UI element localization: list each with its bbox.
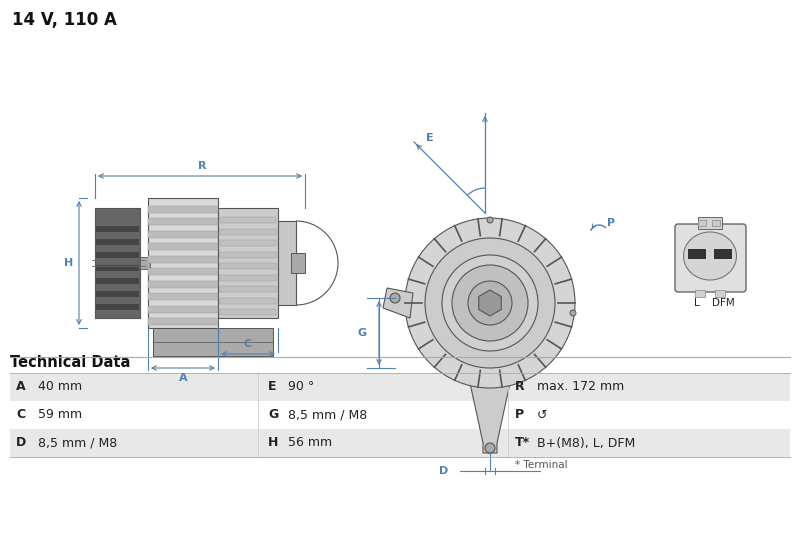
Text: 90 °: 90 ° bbox=[288, 381, 314, 393]
Text: A: A bbox=[16, 381, 26, 393]
Bar bbox=[148, 255, 218, 262]
Bar bbox=[220, 286, 276, 292]
Bar bbox=[10, 373, 790, 401]
Bar bbox=[153, 328, 273, 356]
Text: 8,5 mm / M8: 8,5 mm / M8 bbox=[38, 437, 118, 449]
Bar bbox=[140, 257, 150, 269]
Bar bbox=[220, 263, 276, 269]
Bar bbox=[698, 217, 722, 229]
Text: R: R bbox=[515, 381, 525, 393]
Bar bbox=[698, 220, 706, 226]
Bar bbox=[220, 274, 276, 280]
Text: P: P bbox=[607, 218, 615, 228]
Text: Technical Data: Technical Data bbox=[10, 355, 130, 370]
Bar bbox=[148, 218, 218, 225]
Circle shape bbox=[442, 255, 538, 351]
Polygon shape bbox=[478, 290, 502, 316]
Text: P: P bbox=[515, 408, 524, 422]
Circle shape bbox=[452, 265, 528, 341]
Bar bbox=[220, 252, 276, 257]
Text: ↺: ↺ bbox=[537, 408, 547, 422]
Bar bbox=[10, 401, 790, 429]
Bar bbox=[148, 198, 218, 328]
Text: DFM: DFM bbox=[712, 298, 734, 308]
Text: C: C bbox=[244, 339, 252, 349]
Text: G: G bbox=[358, 328, 367, 338]
Bar bbox=[220, 217, 276, 223]
Text: D: D bbox=[16, 437, 26, 449]
Circle shape bbox=[468, 281, 512, 325]
Bar bbox=[695, 290, 705, 297]
Bar bbox=[95, 208, 140, 318]
Polygon shape bbox=[470, 383, 510, 453]
Text: 56 mm: 56 mm bbox=[288, 437, 332, 449]
Circle shape bbox=[487, 217, 493, 223]
Circle shape bbox=[570, 310, 576, 316]
Text: C: C bbox=[16, 408, 25, 422]
Bar bbox=[96, 304, 139, 310]
Bar bbox=[148, 293, 218, 300]
Polygon shape bbox=[383, 288, 413, 318]
Bar bbox=[218, 208, 278, 318]
Bar bbox=[220, 229, 276, 235]
Text: T*: T* bbox=[515, 437, 530, 449]
Bar bbox=[96, 239, 139, 245]
Bar bbox=[715, 290, 725, 297]
Text: A: A bbox=[178, 373, 187, 383]
Text: 8,5 mm / M8: 8,5 mm / M8 bbox=[288, 408, 367, 422]
Bar bbox=[148, 206, 218, 213]
Text: 59 mm: 59 mm bbox=[38, 408, 82, 422]
Bar bbox=[291, 253, 305, 273]
Text: 40 mm: 40 mm bbox=[38, 381, 82, 393]
Bar bbox=[148, 230, 218, 238]
Text: L: L bbox=[694, 298, 700, 308]
Bar bbox=[148, 268, 218, 275]
Text: H: H bbox=[64, 258, 74, 268]
Text: R: R bbox=[198, 161, 206, 171]
Bar bbox=[148, 305, 218, 312]
Text: E: E bbox=[268, 381, 277, 393]
Ellipse shape bbox=[683, 232, 737, 280]
Text: B+(M8), L, DFM: B+(M8), L, DFM bbox=[537, 437, 635, 449]
Circle shape bbox=[390, 293, 400, 303]
Text: E: E bbox=[426, 133, 434, 143]
Bar bbox=[712, 220, 720, 226]
Bar bbox=[148, 318, 218, 325]
Bar bbox=[220, 297, 276, 303]
FancyBboxPatch shape bbox=[675, 224, 746, 292]
Bar bbox=[220, 240, 276, 246]
Circle shape bbox=[405, 218, 575, 388]
Text: H: H bbox=[268, 437, 278, 449]
Bar bbox=[714, 249, 732, 259]
Bar bbox=[96, 265, 139, 271]
Text: max. 172 mm: max. 172 mm bbox=[537, 381, 624, 393]
Bar bbox=[278, 221, 296, 305]
Text: D: D bbox=[438, 466, 448, 476]
Bar bbox=[688, 249, 706, 259]
Bar bbox=[10, 429, 790, 457]
Text: * Terminal: * Terminal bbox=[515, 460, 568, 470]
Text: G: G bbox=[268, 408, 278, 422]
Bar bbox=[96, 291, 139, 297]
Circle shape bbox=[425, 238, 555, 368]
Bar bbox=[220, 309, 276, 315]
Circle shape bbox=[485, 443, 495, 453]
Bar bbox=[148, 243, 218, 250]
Bar bbox=[148, 280, 218, 287]
Bar bbox=[96, 252, 139, 258]
Bar bbox=[96, 278, 139, 284]
Text: 14 V, 110 A: 14 V, 110 A bbox=[12, 11, 117, 29]
Bar bbox=[96, 226, 139, 232]
